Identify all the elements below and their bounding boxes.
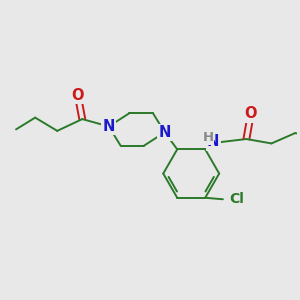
Text: N: N [158,125,171,140]
Text: N: N [207,134,219,149]
Text: H: H [202,131,214,144]
Text: O: O [244,106,257,122]
Text: O: O [72,88,84,103]
Text: N: N [103,119,115,134]
Text: Cl: Cl [230,192,244,206]
